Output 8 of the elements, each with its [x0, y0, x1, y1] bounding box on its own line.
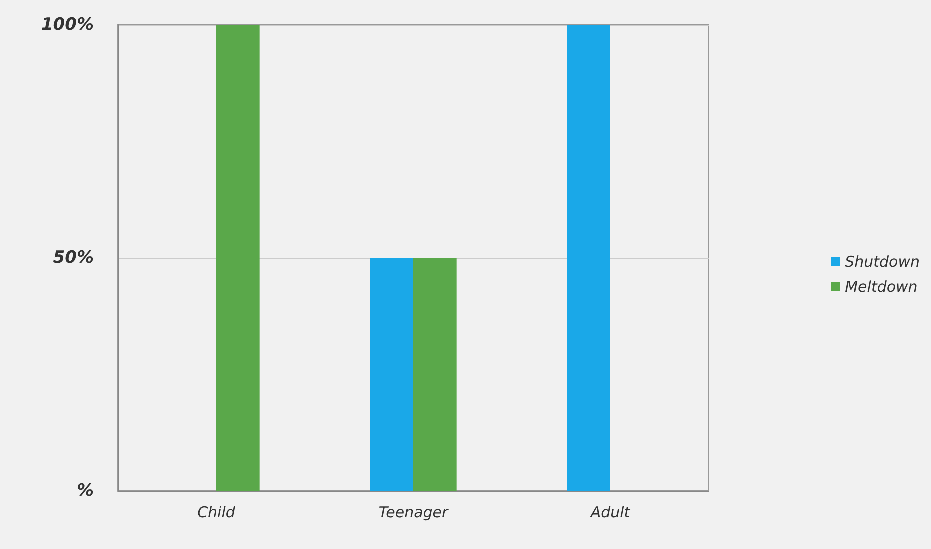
- x-tick-label: Child: [198, 504, 236, 522]
- y-tick-label: 50%: [53, 248, 94, 268]
- x-tick-label: Adult: [590, 504, 632, 522]
- y-tick-label: %: [76, 481, 94, 501]
- legend-label: Meltdown: [845, 278, 918, 296]
- y-tick-label: 100%: [41, 15, 94, 35]
- x-tick-label: Teenager: [378, 504, 450, 522]
- legend-label: Shutdown: [845, 253, 920, 271]
